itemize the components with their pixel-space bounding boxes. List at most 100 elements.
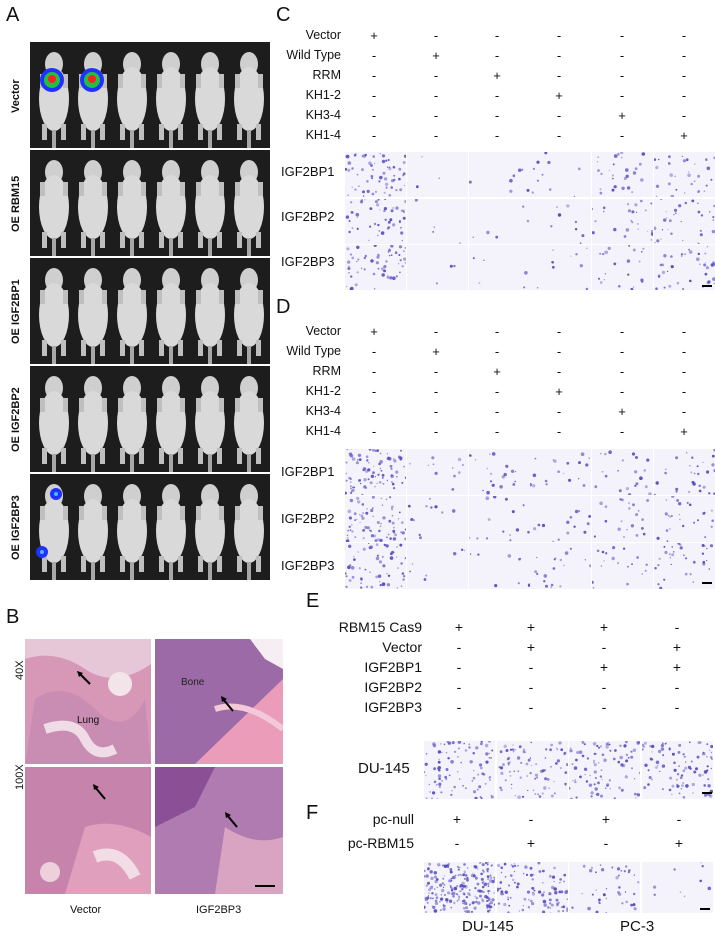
condition-label: KH1-2 bbox=[305, 88, 341, 102]
luminescence-signal bbox=[50, 488, 62, 500]
mouse-image bbox=[195, 160, 225, 256]
mouse-image bbox=[78, 376, 108, 472]
scale-bar-c bbox=[702, 285, 712, 287]
stain-image bbox=[569, 862, 640, 913]
condition-sign: - bbox=[433, 384, 439, 399]
stain-image bbox=[406, 198, 468, 244]
stain-image bbox=[654, 496, 715, 542]
stain-image bbox=[592, 152, 654, 197]
condition-sign: - bbox=[619, 68, 625, 83]
group-label: OE RBM15 bbox=[10, 175, 22, 233]
stain-image bbox=[530, 543, 592, 589]
stain-image bbox=[592, 245, 654, 290]
condition-sign: - bbox=[556, 364, 562, 379]
condition-sign: - bbox=[603, 835, 609, 851]
condition-sign: - bbox=[454, 835, 460, 851]
row-label: DU-145 bbox=[358, 760, 410, 777]
mouse-image bbox=[234, 376, 264, 472]
stain-image bbox=[592, 543, 654, 589]
condition-sign: - bbox=[433, 404, 439, 419]
histology-vector-40x: Lung bbox=[24, 638, 152, 765]
histology-igf2bp3-40x: Bone bbox=[154, 638, 285, 765]
condition-sign: - bbox=[528, 699, 534, 715]
mouse-image bbox=[78, 160, 108, 256]
condition-label: Vector bbox=[305, 28, 341, 42]
condition-sign: - bbox=[494, 424, 500, 439]
row-label: IGF2BP3 bbox=[281, 558, 335, 573]
condition-sign: - bbox=[556, 404, 562, 419]
condition-label: IGF2BP1 bbox=[364, 659, 422, 675]
condition-sign: + bbox=[672, 639, 682, 655]
condition-sign: + bbox=[680, 128, 688, 143]
condition-sign: + bbox=[680, 424, 688, 439]
mouse-image bbox=[117, 484, 147, 580]
condition-sign: - bbox=[681, 48, 687, 63]
luminescence-signal bbox=[40, 68, 64, 92]
luminescence-signal bbox=[80, 68, 104, 92]
mouse-image bbox=[234, 268, 264, 364]
condition-sign: - bbox=[674, 619, 680, 635]
mouse-image bbox=[234, 160, 264, 256]
group-label: Vector bbox=[10, 79, 22, 113]
condition-sign: - bbox=[681, 404, 687, 419]
scale-bar-d bbox=[702, 582, 712, 584]
histology-igf2bp3-100x bbox=[154, 766, 284, 895]
condition-sign: - bbox=[494, 88, 500, 103]
row-label: IGF2BP2 bbox=[281, 209, 335, 224]
condition-sign: + bbox=[454, 619, 464, 635]
condition-sign: - bbox=[371, 404, 377, 419]
condition-sign: - bbox=[433, 128, 439, 143]
condition-label: Vector bbox=[382, 639, 422, 655]
condition-sign: - bbox=[601, 679, 607, 695]
mouse-image bbox=[117, 376, 147, 472]
condition-label: KH3-4 bbox=[305, 108, 341, 122]
condition-sign: - bbox=[674, 679, 680, 695]
condition-sign: - bbox=[556, 28, 562, 43]
panel-b-col-vector: Vector bbox=[70, 904, 102, 916]
condition-sign: - bbox=[433, 68, 439, 83]
condition-sign: - bbox=[494, 128, 500, 143]
mouse-image bbox=[195, 484, 225, 580]
condition-sign: + bbox=[599, 659, 609, 675]
group-label: OE IGF2BP3 bbox=[10, 495, 22, 561]
stain-image bbox=[592, 449, 654, 495]
condition-sign: - bbox=[528, 659, 534, 675]
stain-image bbox=[496, 741, 568, 799]
stain-image bbox=[641, 741, 713, 799]
condition-sign: - bbox=[371, 344, 377, 359]
group-label: OE IGF2BP2 bbox=[10, 387, 22, 453]
stain-image bbox=[468, 496, 530, 542]
mouse-strip: OE RBM15 bbox=[10, 150, 270, 258]
condition-label: RRM bbox=[312, 364, 341, 378]
condition-sign: - bbox=[433, 88, 439, 103]
stain-image bbox=[592, 496, 654, 542]
bone-label: Bone bbox=[181, 677, 205, 688]
mouse-image bbox=[156, 268, 186, 364]
condition-sign: - bbox=[681, 384, 687, 399]
mouse-image bbox=[234, 52, 264, 148]
condition-sign: - bbox=[371, 364, 377, 379]
condition-sign: - bbox=[619, 364, 625, 379]
condition-sign: - bbox=[494, 28, 500, 43]
condition-sign: - bbox=[456, 659, 462, 675]
condition-sign: - bbox=[556, 128, 562, 143]
stain-image bbox=[654, 245, 715, 290]
cell-line-du145: DU-145 bbox=[462, 918, 514, 935]
stain-image bbox=[406, 245, 468, 290]
condition-sign: + bbox=[618, 108, 626, 123]
mouse-image bbox=[195, 268, 225, 364]
stain-image bbox=[468, 152, 530, 197]
condition-sign: - bbox=[601, 699, 607, 715]
condition-sign: - bbox=[456, 679, 462, 695]
condition-sign: - bbox=[556, 424, 562, 439]
condition-sign: - bbox=[371, 108, 377, 123]
condition-sign: + bbox=[370, 324, 378, 339]
stain-image bbox=[530, 449, 592, 495]
condition-sign: - bbox=[681, 28, 687, 43]
condition-sign: - bbox=[619, 88, 625, 103]
condition-sign: - bbox=[601, 639, 607, 655]
condition-sign: - bbox=[494, 384, 500, 399]
condition-sign: - bbox=[494, 344, 500, 359]
condition-sign: - bbox=[433, 324, 439, 339]
condition-sign: - bbox=[619, 48, 625, 63]
